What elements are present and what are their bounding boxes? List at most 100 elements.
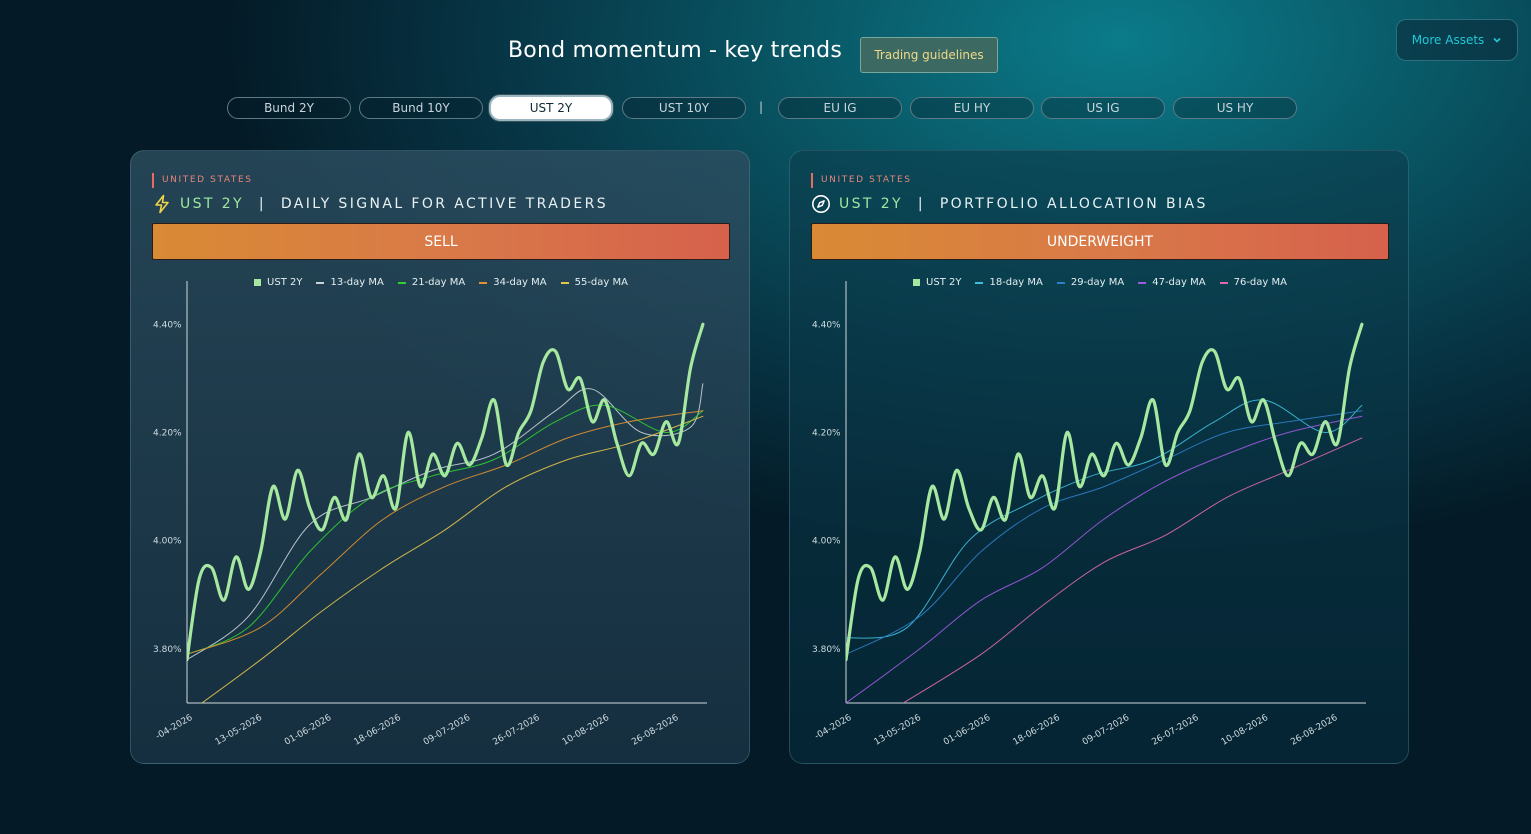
trading-guidelines-button[interactable]: Trading guidelines [860, 37, 998, 73]
signal-banner: SELL [152, 223, 730, 260]
series-line-47-day-ma [846, 415, 1363, 703]
chevron-down-icon [1493, 37, 1501, 43]
region-label: UNITED STATES [152, 173, 253, 188]
chart-legend: UST 2Y 13-day MA 21-day MA 34-day MA 55-… [131, 277, 751, 288]
tab-eu-ig[interactable]: EU IG [778, 97, 902, 119]
y-tick-label: 4.40% [153, 320, 182, 330]
card-title: UST 2Y | DAILY SIGNAL FOR ACTIVE TRADERS [152, 193, 608, 215]
legend-marker [254, 279, 262, 286]
allocation-bias-card: UNITED STATES UST 2Y | PORTFOLIO ALLOCAT… [789, 150, 1409, 764]
tab-bund-10y[interactable]: Bund 10Y [359, 97, 483, 119]
x-tick-label: 09-07-2026 [1081, 713, 1132, 748]
y-tick-label: 4.40% [812, 320, 841, 330]
series-line-18-day-ma [846, 399, 1363, 639]
legend-marker [560, 281, 569, 284]
series-line-76-day-ma [902, 437, 1363, 703]
series-line-55-day-ma [201, 415, 704, 703]
tab-label: UST 10Y [658, 101, 710, 115]
legend-marker [397, 281, 406, 284]
x-tick-label: 13-05-2026 [214, 713, 265, 748]
allocation-bias-chart: 3.80% 4.00% 4.20% 4.40% -04-2026 13-05-2026 01… [812, 281, 1366, 748]
legend-item[interactable]: 13-day MA [316, 277, 384, 288]
tab-label: US HY [1216, 101, 1254, 115]
legend-item[interactable]: 55-day MA [560, 277, 628, 288]
legend-label: 34-day MA [493, 277, 547, 288]
legend-marker [975, 281, 984, 284]
legend-label: 47-day MA [1152, 277, 1206, 288]
x-tick-label: 13-05-2026 [873, 713, 924, 748]
tab-bund-2y[interactable]: Bund 2Y [227, 97, 351, 119]
tab-label: EU HY [953, 101, 991, 115]
tab-ust-10y[interactable]: UST 10Y [622, 97, 746, 119]
legend-item[interactable]: 34-day MA [479, 277, 547, 288]
legend-marker [1219, 281, 1228, 284]
legend-item[interactable]: 21-day MA [397, 277, 466, 288]
series-line-ust-2y [187, 322, 705, 662]
tab-us-ig[interactable]: US IG [1041, 97, 1165, 119]
legend-marker [1138, 281, 1147, 284]
x-tick-label: 26-08-2026 [630, 713, 681, 748]
card-ticker: UST 2Y [180, 196, 244, 212]
x-tick-label: 18-06-2026 [1011, 713, 1062, 748]
y-tick-label: 3.80% [153, 645, 182, 655]
series-line-29-day-ma [846, 410, 1363, 655]
x-tick-label: 18-06-2026 [352, 713, 403, 748]
y-tick-label: 4.20% [153, 428, 182, 438]
legend-item[interactable]: UST 2Y [913, 277, 961, 288]
tab-label: Bund 10Y [392, 101, 450, 115]
signal-label: UNDERWEIGHT [1046, 233, 1154, 250]
card-subtitle: DAILY SIGNAL FOR ACTIVE TRADERS [280, 196, 609, 212]
trader-signal-chart: 3.80% 4.00% 4.20% 4.40% -04-2026 13-05-2026 01… [153, 281, 707, 748]
signal-banner: UNDERWEIGHT [811, 223, 1389, 260]
y-tick-label: 3.80% [812, 645, 841, 655]
more-assets-button[interactable]: More Assets [1396, 19, 1518, 61]
series-line-ust-2y [846, 322, 1364, 662]
legend-label: 29-day MA [1070, 277, 1125, 288]
tab-label: US IG [1086, 101, 1120, 115]
y-tick-label: 4.00% [812, 537, 841, 547]
signal-label: SELL [424, 233, 458, 250]
legend-label: 76-day MA [1233, 277, 1287, 288]
x-tick-label: 26-07-2026 [1150, 713, 1201, 748]
legend-item[interactable]: 18-day MA [975, 277, 1043, 288]
legend-item[interactable]: 76-day MA [1219, 277, 1287, 288]
tab-label: Bund 2Y [264, 101, 314, 115]
legend-item[interactable]: 47-day MA [1138, 277, 1206, 288]
x-tick-label: 01-06-2026 [283, 713, 334, 748]
lightning-icon [155, 194, 169, 214]
legend-item[interactable]: 29-day MA [1056, 277, 1125, 288]
tab-separator: | [759, 100, 764, 114]
legend-item[interactable]: UST 2Y [254, 277, 302, 288]
legend-label: 21-day MA [411, 277, 466, 288]
legend-marker [479, 281, 488, 284]
x-tick-label: 26-08-2026 [1289, 713, 1340, 748]
legend-label: 55-day MA [574, 277, 628, 288]
plot-area [187, 322, 705, 703]
legend-marker [1056, 281, 1065, 284]
x-tick-label: 09-07-2026 [422, 713, 473, 748]
y-tick-label: 4.00% [153, 537, 182, 547]
plot-area [846, 322, 1364, 703]
tab-label: UST 2Y [529, 101, 573, 115]
series-line-34-day-ma [187, 410, 704, 655]
x-tick-label: 01-06-2026 [942, 713, 993, 748]
trader-signal-card: UNITED STATES UST 2Y | DAILY SIGNAL FOR … [130, 150, 750, 764]
x-tick-label: 10-08-2026 [1220, 713, 1271, 748]
tab-eu-hy[interactable]: EU HY [910, 97, 1034, 119]
x-tick-label: -04-2026 [154, 713, 195, 742]
legend-marker [316, 281, 325, 284]
chart-legend: UST 2Y 18-day MA 29-day MA 47-day MA 76-… [790, 277, 1410, 288]
title-separator: | [911, 196, 932, 212]
title-separator: | [252, 196, 273, 212]
legend-marker [913, 279, 921, 286]
x-tick-label: 10-08-2026 [561, 713, 612, 748]
more-assets-label: More Assets [1411, 33, 1485, 47]
tab-label: EU IG [823, 101, 857, 115]
region-label: UNITED STATES [811, 173, 912, 188]
legend-label: 18-day MA [989, 277, 1043, 288]
tab-ust-2y[interactable]: UST 2Y [489, 95, 613, 121]
legend-label: UST 2Y [926, 277, 962, 288]
tab-us-hy[interactable]: US HY [1173, 97, 1297, 119]
legend-label: 13-day MA [330, 277, 384, 288]
card-title: UST 2Y | PORTFOLIO ALLOCATION BIAS [811, 193, 1208, 215]
